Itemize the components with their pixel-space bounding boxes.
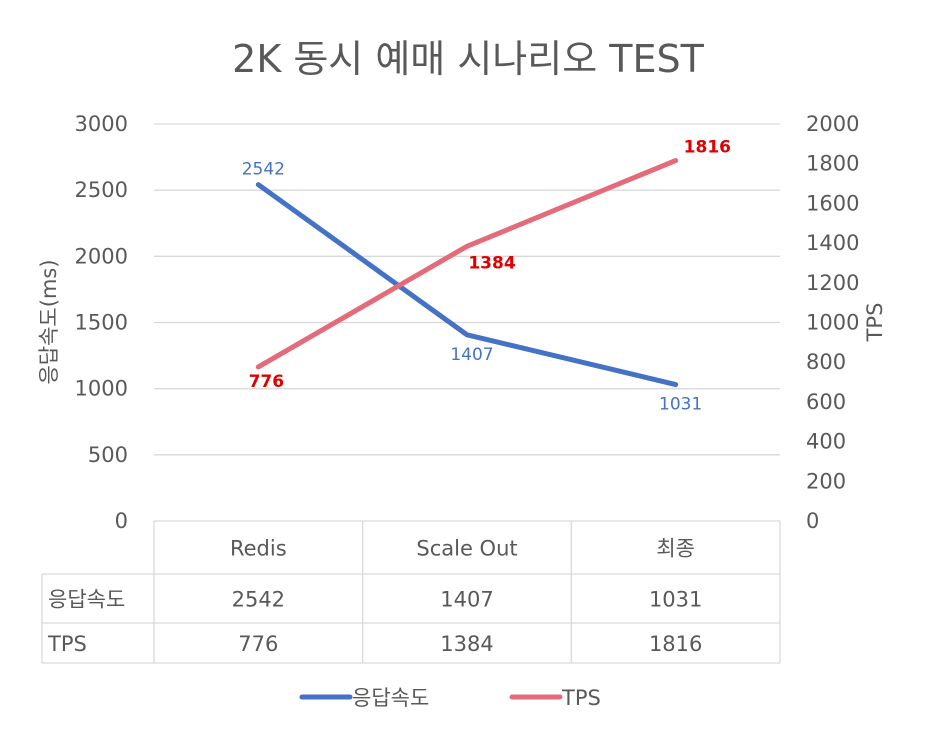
table-header-cell: Redis [230,537,287,561]
legend: 응답속도 TPS [299,686,601,710]
data-label: 1816 [684,138,731,158]
left-tick-label: 0 [115,509,128,533]
right-tick-label: 1000 [806,311,859,335]
table-cell: 1407 [440,588,493,612]
left-tick-label: 500 [88,443,128,467]
table-cell: 1031 [649,588,702,612]
table-cell: 2542 [232,588,285,612]
right-tick-label: 600 [806,390,846,414]
legend-label: TPS [561,686,601,710]
right-axis-label: TPS [863,303,887,343]
left-tick-label: 3000 [75,112,128,136]
left-tick-label: 2500 [75,178,128,202]
data-label: 1407 [450,345,493,365]
table-header-cell: Scale Out [416,537,517,561]
left-tick-label: 2000 [75,244,128,268]
left-tick-label: 1000 [75,377,128,401]
right-tick-label: 200 [806,469,846,493]
left-axis-ticks: 0 500 1000 1500 2000 2500 3000 [75,112,128,533]
right-tick-label: 400 [806,430,846,454]
data-label: 1384 [468,253,515,273]
series-layer: 2542 1407 1031 776 1384 1816 [242,138,731,415]
left-tick-label: 1500 [75,311,128,335]
left-axis-label: 응답속도(ms) [37,259,61,384]
legend-label: 응답속도 [352,686,429,710]
right-tick-label: 1200 [806,271,859,295]
right-axis-ticks: 0 200 400 600 800 1000 1200 1400 1600 1800 2000 [806,112,859,533]
right-tick-label: 800 [806,350,846,374]
right-tick-label: 2000 [806,112,859,136]
data-label: 776 [249,372,285,392]
table-row-header: TPS [47,632,87,656]
right-tick-label: 1800 [806,152,859,176]
table-cell: 776 [238,632,278,656]
right-tick-label: 0 [806,509,819,533]
table-row-header: 응답속도 [48,588,125,612]
table-header-cell: 최종 [656,537,695,561]
chart-title: 2K 동시 예매 시나리오 TEST [232,37,704,81]
data-label: 2542 [242,160,285,180]
right-tick-label: 1600 [806,191,859,215]
data-label: 1031 [659,395,702,415]
gridlines [154,123,780,456]
right-tick-label: 1400 [806,231,859,255]
table-cell: 1816 [649,632,702,656]
table-cell: 1384 [440,632,493,656]
